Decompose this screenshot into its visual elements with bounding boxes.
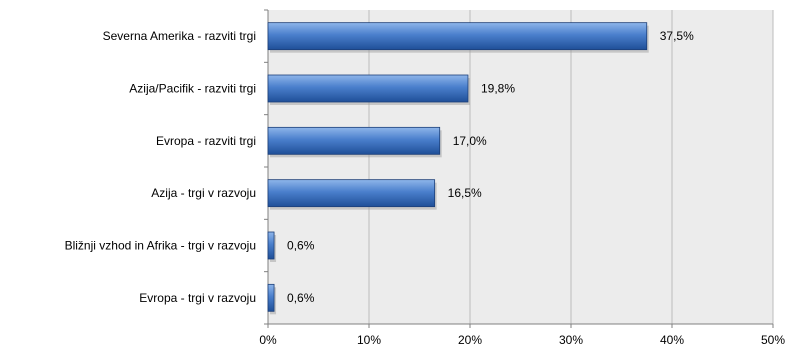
bar xyxy=(267,22,648,51)
bar xyxy=(267,74,469,103)
data-label: 0,6% xyxy=(287,239,315,253)
category-label: Severna Amerika - razviti trgi xyxy=(103,29,256,43)
plot-area xyxy=(268,10,773,324)
data-label: 0,6% xyxy=(287,291,315,305)
data-label: 19,8% xyxy=(481,82,515,96)
category-label: Evropa - trgi v razvoju xyxy=(139,291,256,305)
category-label: Evropa - razviti trgi xyxy=(156,134,256,148)
bar xyxy=(267,126,441,155)
category-label: Bližnji vzhod in Afrika - trgi v razvoju xyxy=(65,239,256,253)
bar xyxy=(267,283,275,312)
gridlines xyxy=(368,10,774,324)
x-tick-label: 40% xyxy=(660,333,684,347)
axes: 0% 10% 20% 30% 40% 50% xyxy=(259,9,785,347)
labels: Severna Amerika - razviti trgi 37,5% Azija… xyxy=(65,29,695,305)
x-tick-label: 20% xyxy=(458,333,482,347)
bar xyxy=(267,179,436,208)
x-tick-label: 10% xyxy=(357,333,381,347)
bar xyxy=(267,231,275,260)
bars xyxy=(267,22,649,315)
x-tick-label: 0% xyxy=(259,333,277,347)
data-label: 17,0% xyxy=(453,134,487,148)
data-label: 37,5% xyxy=(660,29,694,43)
category-label: Azija - trgi v razvoju xyxy=(151,186,256,200)
data-label: 16,5% xyxy=(448,186,482,200)
x-tick-label: 50% xyxy=(761,333,785,347)
category-label: Azija/Pacifik - razviti trgi xyxy=(129,82,256,96)
x-tick-label: 30% xyxy=(559,333,583,347)
